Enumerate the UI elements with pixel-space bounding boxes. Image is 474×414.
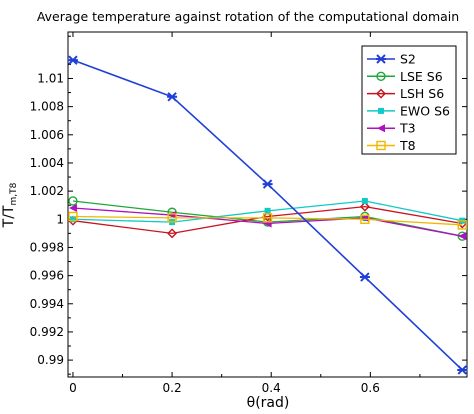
data-point-lse-s6 bbox=[68, 196, 78, 206]
data-point-t3 bbox=[458, 232, 467, 241]
x-tick-label: 0.2 bbox=[163, 381, 182, 395]
legend-label: LSE S6 bbox=[400, 69, 443, 84]
legend-item-t8: T8 bbox=[367, 138, 416, 153]
data-point-t3 bbox=[168, 211, 177, 220]
legend-item-lse-s6: LSE S6 bbox=[367, 69, 443, 84]
series-s2 bbox=[67, 55, 468, 375]
data-point-t8 bbox=[68, 211, 78, 222]
legend-item-s2: S2 bbox=[367, 52, 416, 67]
y-tick-label: 1.004 bbox=[30, 156, 64, 170]
data-point-s2 bbox=[262, 179, 273, 189]
y-axis-label: T/Tm,T8 bbox=[1, 182, 19, 228]
data-point-lsh-s6 bbox=[359, 201, 370, 212]
x-axis-label: θ(rad) bbox=[247, 395, 290, 411]
plot-area bbox=[67, 31, 468, 378]
series-line-lsh-s6 bbox=[72, 205, 463, 235]
y-axis-label-main: T/T bbox=[1, 205, 17, 228]
data-point-t3 bbox=[68, 204, 77, 213]
data-point-s2 bbox=[457, 365, 468, 375]
x-tick-label: 0.6 bbox=[361, 381, 380, 395]
legend: S2 LSE S6 LSH S6 EWO S6 T3 T8 bbox=[361, 45, 457, 155]
series-layer bbox=[67, 55, 468, 375]
data-point-t8 bbox=[167, 213, 177, 223]
y-axis: 0.99 0.992 0.994 0.996 0.998 1 1.002 1.004 1.006… bbox=[30, 35, 467, 375]
legend-marker bbox=[378, 107, 384, 114]
y-tick-label: 0.99 bbox=[37, 353, 64, 367]
legend-label: LSH S6 bbox=[400, 86, 444, 101]
data-point-t8 bbox=[457, 220, 467, 230]
data-point-lsh-s6 bbox=[262, 211, 273, 222]
legend-item-lsh-s6: LSH S6 bbox=[367, 86, 444, 101]
plot-frame bbox=[67, 31, 468, 378]
legend-item-ewo-s6: EWO S6 bbox=[367, 103, 450, 118]
data-point-ewo-s6 bbox=[361, 197, 368, 204]
y-tick-label: 0.992 bbox=[30, 325, 64, 339]
series-line-t8 bbox=[72, 215, 463, 226]
x-tick-label: 0 bbox=[69, 381, 77, 395]
y-tick-label: 0.996 bbox=[30, 269, 64, 283]
series-lse-s6 bbox=[68, 196, 467, 241]
legend-marker bbox=[376, 140, 386, 151]
series-t8 bbox=[68, 211, 467, 230]
data-point-s2 bbox=[67, 55, 78, 65]
data-point-ewo-s6 bbox=[69, 216, 76, 223]
legend-marker bbox=[376, 88, 386, 99]
x-axis: 0 0.2 0.4 0.6 bbox=[69, 32, 421, 395]
x-tick-label: 0.4 bbox=[262, 381, 281, 395]
y-tick-label: 1.01 bbox=[37, 71, 64, 85]
y-tick-label: 1 bbox=[56, 212, 64, 226]
legend-label: T3 bbox=[399, 121, 416, 136]
y-tick-label: 0.994 bbox=[30, 297, 64, 311]
data-point-ewo-s6 bbox=[264, 207, 271, 214]
legend-marker bbox=[376, 54, 386, 64]
legend-label: EWO S6 bbox=[400, 103, 450, 118]
y-tick-label: 1.002 bbox=[30, 184, 64, 198]
legend-box bbox=[361, 45, 457, 155]
legend-marker bbox=[377, 124, 385, 133]
y-tick-label: 1.008 bbox=[30, 100, 64, 114]
legend-label: S2 bbox=[400, 52, 416, 67]
y-tick-label: 1.006 bbox=[30, 128, 64, 142]
y-axis-label-subscript: m,T8 bbox=[9, 182, 19, 205]
data-point-s2 bbox=[167, 92, 178, 102]
legend-marker bbox=[376, 71, 386, 82]
data-point-lsh-s6 bbox=[167, 228, 178, 239]
legend-label: T8 bbox=[399, 138, 416, 153]
data-point-t8 bbox=[262, 213, 273, 223]
y-tick-label: 0.998 bbox=[30, 240, 64, 254]
data-point-t8 bbox=[360, 214, 370, 224]
chart-title: Average temperature against rotation of … bbox=[37, 9, 459, 24]
legend-item-t3: T3 bbox=[367, 121, 416, 136]
data-point-s2 bbox=[359, 272, 370, 282]
